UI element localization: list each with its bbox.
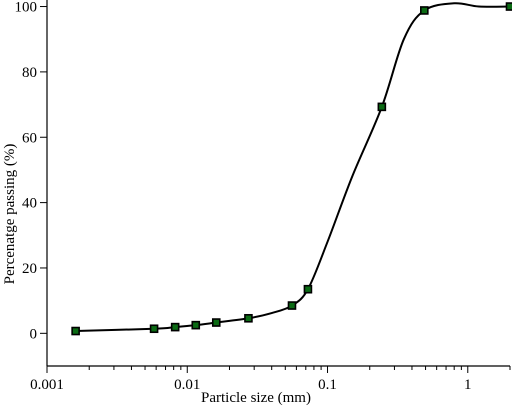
x-tick-label: 0.01 (174, 377, 200, 393)
data-point (303, 284, 313, 294)
y-tick-label: 0 (30, 326, 38, 342)
y-tick-label: 100 (15, 0, 38, 16)
data-point (244, 313, 253, 323)
data-point (191, 320, 201, 330)
data-points (71, 2, 512, 336)
y-ticks: 0 20 40 60 80 100 (15, 0, 47, 342)
data-point (149, 324, 159, 334)
y-axis-label: Percenatge passing (%) (2, 144, 18, 285)
y-tick-label: 20 (22, 261, 37, 277)
x-tick-label: 0.1 (318, 377, 337, 393)
data-point (287, 301, 297, 310)
data-point (211, 318, 221, 327)
x-ticks: 0.001 0.01 0.1 1 (30, 366, 511, 393)
data-point (505, 2, 512, 11)
x-tick-label: 0.001 (30, 377, 64, 393)
grading-curve-line (75, 2, 511, 333)
data-point (170, 322, 180, 332)
x-axis-label: Particle size (mm) (201, 390, 311, 406)
y-tick-label: 80 (22, 65, 37, 81)
data-point (377, 102, 387, 112)
x-tick-label: 1 (464, 377, 472, 393)
y-tick-label: 60 (22, 130, 37, 146)
data-point (420, 6, 429, 15)
data-point (71, 326, 80, 336)
y-tick-label: 40 (22, 196, 37, 212)
